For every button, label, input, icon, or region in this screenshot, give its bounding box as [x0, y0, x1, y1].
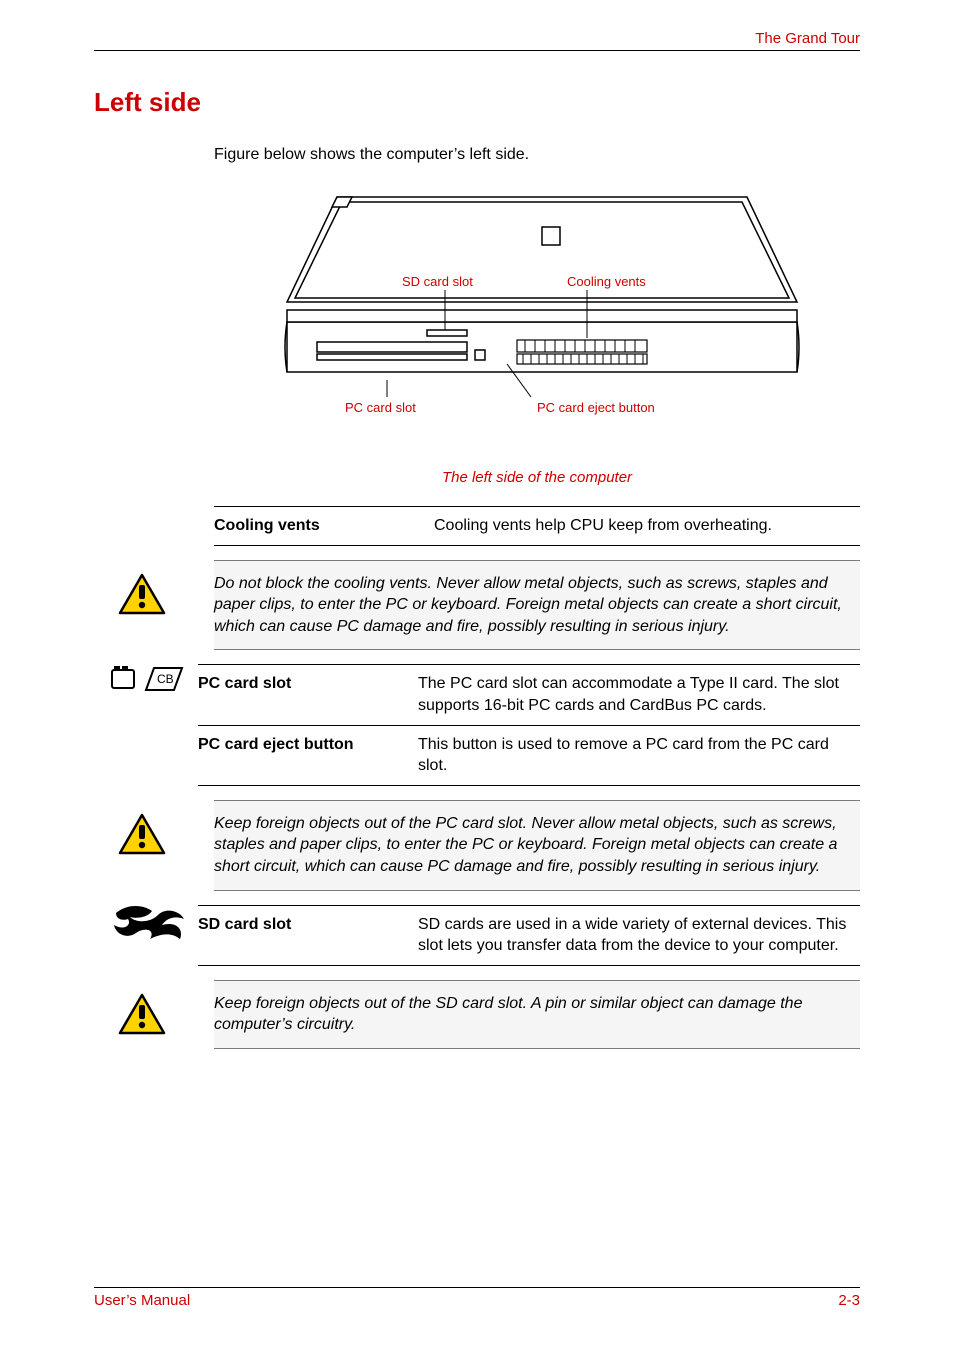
left-side-figure: SD card slot Cooling vents PC card slot … [214, 182, 860, 447]
cardbus-icon: CB [142, 664, 186, 692]
desc-sd-slot: SD cards are used in a wide variety of e… [418, 905, 860, 965]
page-footer: User’s Manual 2-3 [94, 1287, 860, 1309]
desc-pc-slot: The PC card slot can accommodate a Type … [418, 665, 860, 725]
warning-text-vents: Do not block the cooling vents. Never al… [214, 573, 860, 638]
caution-icon [118, 813, 166, 855]
warning-cooling-vents: Do not block the cooling vents. Never al… [214, 560, 860, 651]
caution-icon [118, 993, 166, 1035]
warning-text-pcslot: Keep foreign objects out of the PC card … [214, 813, 860, 878]
running-header: The Grand Tour [94, 30, 860, 51]
footer-right: 2-3 [838, 1292, 860, 1309]
term-sd-slot: SD card slot [198, 905, 418, 965]
figure-caption: The left side of the computer [214, 469, 860, 486]
warning-sd-slot: Keep foreign objects out of the SD card … [214, 980, 860, 1049]
desc-pc-eject: This button is used to remove a PC card … [418, 725, 860, 785]
def-sd-slot: SD card slot SD cards are used in a wide… [198, 905, 860, 966]
desc-cooling-vents: Cooling vents help CPU keep from overhea… [434, 507, 860, 546]
caution-icon [118, 573, 166, 615]
fig-label-vents: Cooling vents [567, 274, 646, 289]
pccard-icon [110, 664, 140, 692]
term-cooling-vents: Cooling vents [214, 507, 434, 546]
fig-label-eject: PC card eject button [537, 400, 655, 415]
fig-label-sd: SD card slot [402, 274, 473, 289]
footer-left: User’s Manual [94, 1292, 190, 1309]
def-pc-card: PC card slot The PC card slot can accomm… [198, 664, 860, 785]
fig-label-pcslot: PC card slot [345, 400, 416, 415]
warning-text-sdslot: Keep foreign objects out of the SD card … [214, 993, 860, 1036]
term-pc-eject: PC card eject button [198, 725, 418, 785]
svg-text:CB: CB [157, 672, 174, 686]
page-title: Left side [94, 87, 860, 118]
header-section: The Grand Tour [755, 30, 860, 47]
def-cooling-vents: Cooling vents Cooling vents help CPU kee… [214, 506, 860, 546]
sd-logo-icon [110, 905, 188, 945]
intro-text: Figure below shows the computer’s left s… [214, 146, 860, 164]
term-pc-slot: PC card slot [198, 665, 418, 725]
warning-pc-slot: Keep foreign objects out of the PC card … [214, 800, 860, 891]
